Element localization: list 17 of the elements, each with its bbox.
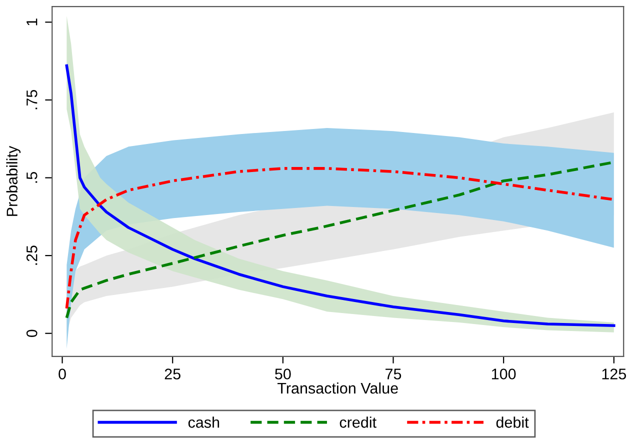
y-axis-title: Probability xyxy=(6,146,21,216)
legend-label: debit xyxy=(496,416,529,428)
y-tick-label: .75 xyxy=(26,90,38,110)
y-tick-label: 1 xyxy=(26,18,38,26)
line-series xyxy=(65,64,616,327)
x-tick-label: 25 xyxy=(164,368,180,380)
legend-label: credit xyxy=(340,416,376,428)
x-tick-label: 100 xyxy=(492,368,516,380)
x-tick-label: 125 xyxy=(602,368,626,380)
x-axis-title: Transaction Value xyxy=(277,382,398,394)
y-tick-label: 0 xyxy=(26,330,38,338)
y-tick-label: .25 xyxy=(26,246,38,265)
x-tick-label: 50 xyxy=(275,368,291,380)
x-tick-label: 0 xyxy=(58,368,66,380)
x-tick-label: 75 xyxy=(386,368,402,380)
legend-label: cash xyxy=(188,416,220,428)
y-tick-label: .5 xyxy=(26,172,38,183)
